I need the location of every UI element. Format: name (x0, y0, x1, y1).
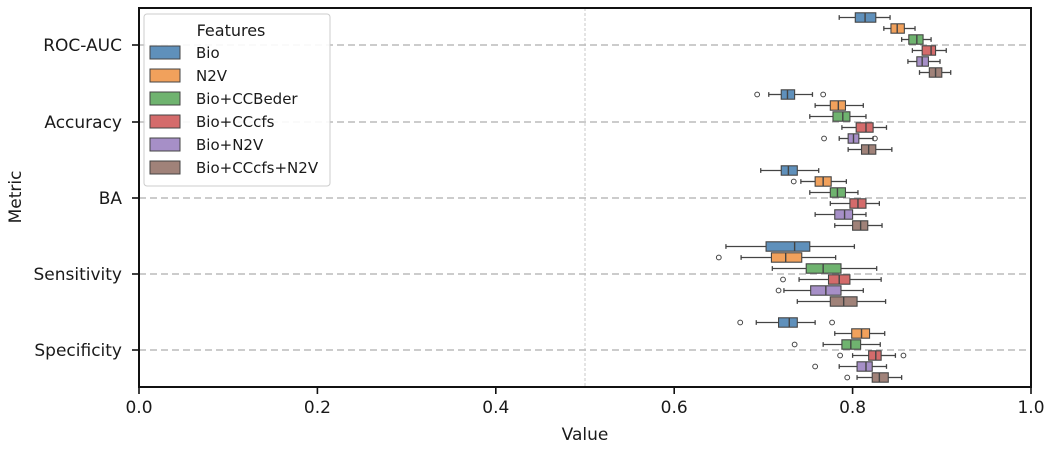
outlier-point (829, 319, 835, 326)
box-bio-cccfs-sensitivity (780, 274, 882, 285)
legend-swatch (149, 160, 181, 175)
grid-layer (139, 8, 1031, 387)
legend-swatch (149, 137, 181, 152)
legend-title: Features (197, 21, 266, 40)
box-body (868, 350, 882, 361)
box-bio-cccfs-n2v-specificity (844, 372, 903, 383)
legend-label: N2V (196, 67, 228, 85)
outlier-point (790, 178, 797, 185)
box-n2v-roc-auc (883, 23, 916, 34)
box-body (921, 45, 937, 56)
x-tick-label: 0.0 (125, 398, 152, 418)
box-bio-cccfs-roc-auc (911, 45, 947, 56)
box-bio-accuracy (754, 89, 827, 100)
x-tick-label: 0.2 (304, 398, 331, 418)
box-body (780, 165, 798, 176)
box-body (778, 317, 798, 328)
legend-swatch (149, 45, 181, 60)
box-bio-ba (760, 165, 820, 176)
box-bio-cccfs-n2v-ba (834, 220, 883, 231)
box-n2v-sensitivity (715, 252, 837, 263)
box-bio-specificity (737, 317, 835, 328)
legend: Features Bio N2V Bio+CCBeder Bio+CCcfs Bio+N2… (143, 13, 331, 187)
y-tick-label: Sensitivity (33, 265, 122, 285)
outlier-point (775, 287, 782, 294)
box-bio-n2v-roc-auc (907, 56, 941, 67)
legend-label: Bio (196, 44, 220, 62)
box-bio-cccfs-n2v-roc-auc (918, 67, 952, 78)
y-tick-label: BA (99, 189, 123, 209)
box-body (765, 241, 811, 252)
outlier-point (737, 319, 744, 326)
legend-label: Bio+N2V (196, 136, 264, 154)
legend-label: Bio+CCcfs (196, 113, 275, 131)
legend-frame (143, 13, 331, 187)
box-bio-ccbeder-sensitivity (771, 263, 878, 274)
box-n2v-accuracy (814, 100, 864, 111)
outlier-point (900, 352, 907, 359)
outlier-point (837, 352, 844, 359)
legend-swatch (149, 114, 181, 129)
x-tick-label: 1.0 (1017, 398, 1044, 418)
box-bio-n2v-accuracy (821, 133, 878, 144)
legend-label: Bio+CCBeder (196, 90, 298, 108)
outlier-point (820, 91, 827, 98)
axes-layer: 0.0 0.2 0.4 0.6 0.8 1.0 ROC-AUC Accuracy BA Sensi… (33, 36, 1044, 418)
outlier-point (754, 91, 761, 98)
box-bio-cccfs-specificity (837, 350, 907, 361)
outlier-point (715, 254, 722, 261)
box-bio-cccfs-n2v-sensitivity (796, 296, 887, 307)
box-body (832, 111, 851, 122)
box-body (871, 372, 889, 383)
x-tick-label: 0.8 (839, 398, 866, 418)
box-body (834, 209, 854, 220)
box-n2v-ba (790, 176, 848, 187)
legend-label: Bio+CCcfs+N2V (196, 159, 319, 177)
box-bio-cccfs-ba (829, 198, 881, 209)
y-tick-label: ROC-AUC (43, 36, 122, 56)
outlier-point (821, 135, 827, 142)
y-tick-label: Specificity (34, 341, 122, 361)
box-body (770, 252, 803, 263)
box-body (851, 328, 871, 339)
outlier-point (791, 341, 798, 348)
box-bio-cccfs-accuracy (841, 122, 888, 133)
box-bio-ccbeder-specificity (791, 339, 881, 350)
outlier-point (780, 276, 786, 283)
outlier-point (872, 135, 878, 142)
box-bio-n2v-sensitivity (775, 285, 864, 296)
box-n2v-specificity (834, 328, 886, 339)
box-bio-ccbeder-ba (809, 187, 859, 198)
box-body (855, 122, 874, 133)
legend-swatch (149, 91, 181, 106)
box-body (908, 34, 924, 45)
y-tick-label: Accuracy (44, 113, 122, 133)
box-bio-ccbeder-roc-auc (901, 34, 932, 45)
y-axis-label: Metric (6, 171, 26, 224)
outlier-point (844, 374, 851, 381)
box-body (856, 361, 873, 372)
x-tick-label: 0.6 (661, 398, 688, 418)
box-bio-roc-auc (838, 12, 891, 23)
box-bio-n2v-ba (814, 209, 867, 220)
x-axis-label: Value (562, 425, 609, 445)
box-bio-n2v-specificity (812, 361, 888, 372)
x-tick-label: 0.4 (482, 398, 509, 418)
boxes-layer (715, 12, 952, 383)
legend-swatch (149, 68, 181, 83)
box-bio-sensitivity (725, 241, 856, 252)
outlier-point (812, 363, 819, 370)
box-bio-ccbeder-accuracy (809, 111, 867, 122)
box-bio-cccfs-n2v-accuracy (847, 144, 893, 155)
